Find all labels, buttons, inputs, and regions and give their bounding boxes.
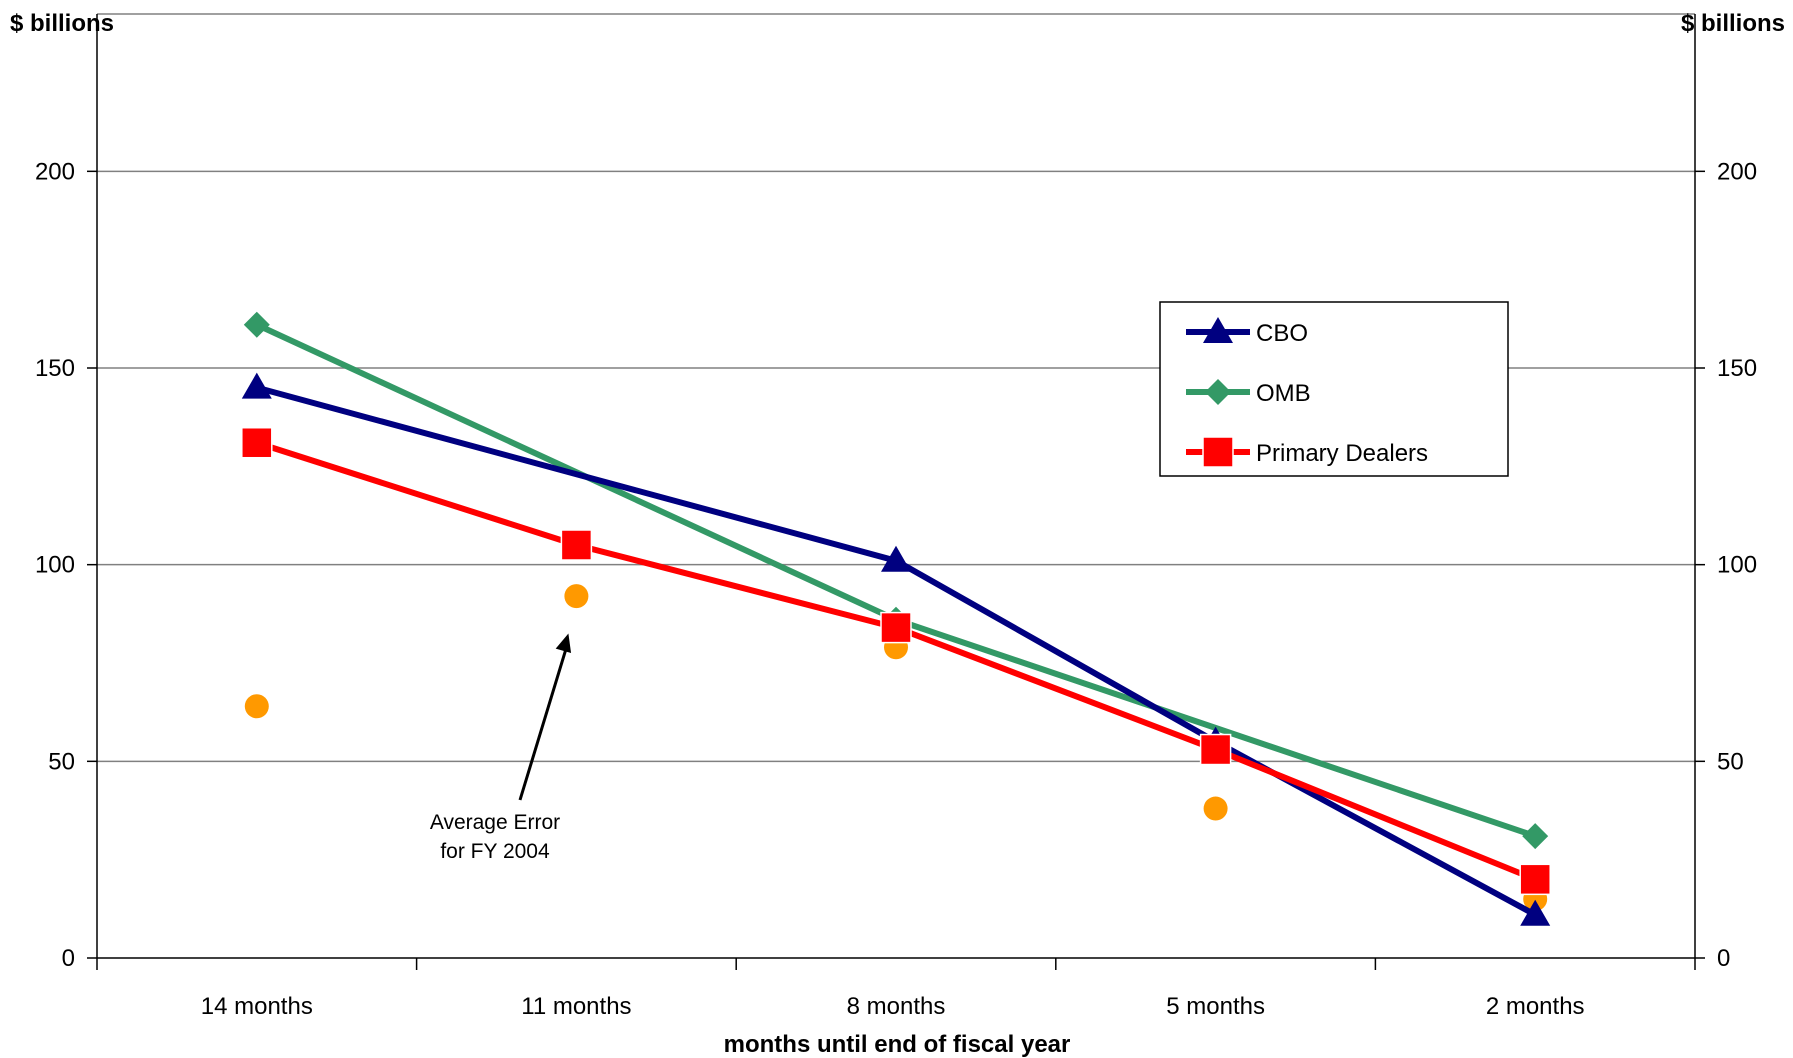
axes [87, 14, 1705, 970]
right-y-tick-labels: 0 50 100 150 200 [1717, 158, 1757, 972]
right-y-tick-200: 200 [1717, 158, 1757, 185]
x-axis-title: months until end of fiscal year [724, 1031, 1071, 1058]
legend: CBO OMB Primary Dealers [1159, 301, 1509, 477]
point-primary-dealers-0-inner [243, 429, 270, 456]
point-cbo-2 [881, 545, 911, 572]
average-error-points [244, 584, 1548, 911]
point-omb-0 [243, 311, 270, 338]
left-y-tick-100: 100 [35, 552, 75, 579]
annotation-average-error: Average Error for FY 2004 [430, 633, 572, 863]
left-y-tick-150: 150 [35, 355, 75, 382]
x-tick-11-months: 11 months [521, 993, 631, 1020]
left-y-unit-label: $ billions [10, 10, 114, 37]
point-primary-dealers-3-inner [1202, 736, 1229, 763]
right-y-tick-50: 50 [1717, 748, 1744, 775]
legend-marker-cbo [1203, 317, 1233, 343]
point-primary-dealers-0 [241, 426, 273, 459]
annotation-arrow-shaft [518, 647, 568, 801]
annotation-line-1: Average Error [430, 811, 560, 834]
x-tick-14-months: 14 months [201, 993, 313, 1020]
point-cbo-0 [241, 372, 272, 399]
legend-marker-primary-dealers-inner [1205, 439, 1231, 465]
right-y-tick-150: 150 [1717, 355, 1757, 382]
legend-label-cbo: CBO [1256, 320, 1308, 347]
right-y-unit-label: $ billions [1681, 10, 1785, 37]
annotation-arrow-head [555, 633, 572, 654]
point-cbo-4 [1520, 899, 1551, 926]
left-y-tick-50: 50 [48, 748, 75, 775]
legend-marker-primary-dealers [1202, 436, 1234, 468]
point-primary-dealers-3 [1199, 733, 1232, 766]
x-tick-8-months: 8 months [847, 993, 946, 1020]
average-error-point-0 [244, 694, 269, 719]
point-primary-dealers-4-inner [1522, 866, 1549, 893]
average-error-point-1 [564, 584, 589, 609]
point-primary-dealers-2-inner [883, 614, 909, 641]
point-primary-dealers-1 [560, 529, 593, 561]
legend-label-omb: OMB [1256, 380, 1311, 407]
x-tick-labels: 14 months 11 months 8 months 5 months 2 mont… [201, 993, 1585, 1020]
x-tick-2-months: 2 months [1486, 993, 1585, 1020]
average-error-point-3 [1203, 796, 1228, 821]
x-tick-5-months: 5 months [1166, 993, 1265, 1020]
right-y-tick-0: 0 [1717, 945, 1730, 972]
point-primary-dealers-4 [1519, 863, 1551, 896]
left-y-tick-200: 200 [35, 158, 75, 185]
point-primary-dealers-2 [880, 611, 912, 644]
point-omb-4 [1522, 823, 1549, 850]
legend-label-primary-dealers: Primary Dealers [1256, 440, 1428, 467]
point-primary-dealers-1-inner [563, 532, 590, 558]
series-lines [241, 311, 1551, 926]
left-y-tick-0: 0 [62, 945, 75, 972]
annotation-line-2: for FY 2004 [440, 840, 550, 863]
legend-marker-omb [1205, 379, 1231, 405]
left-y-tick-labels: 0 50 100 150 200 [35, 158, 75, 972]
right-y-tick-100: 100 [1717, 552, 1757, 579]
series-line-cbo [256, 384, 1537, 918]
